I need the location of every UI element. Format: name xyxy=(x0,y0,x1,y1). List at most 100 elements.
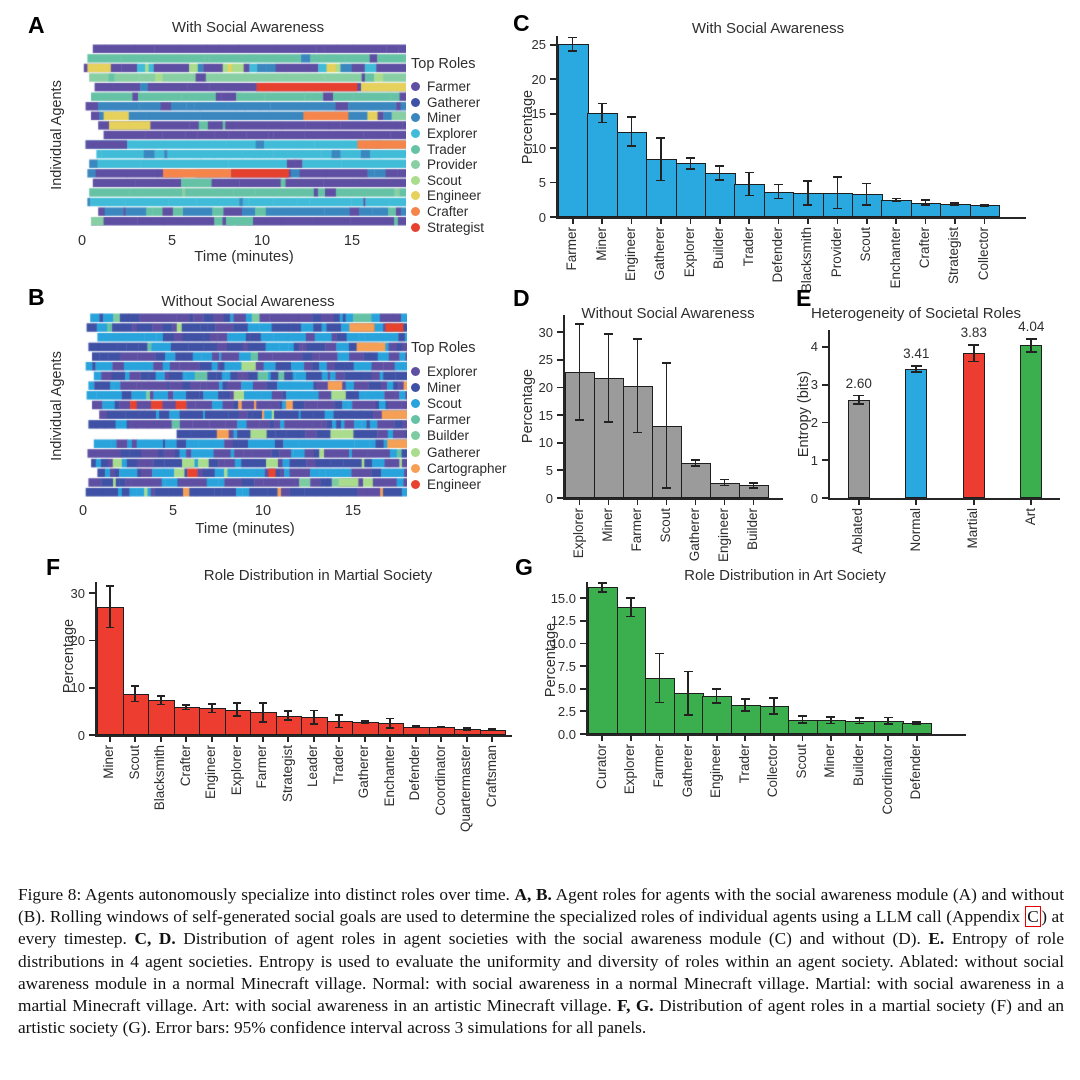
error-bar xyxy=(601,582,604,593)
x-tick xyxy=(571,219,574,224)
error-cap-bottom xyxy=(712,702,722,705)
x-tick xyxy=(236,737,239,742)
category-label: Leader xyxy=(305,745,321,788)
error-cap-bottom xyxy=(568,50,578,52)
legend-item-label: Gatherer xyxy=(427,94,481,110)
y-tick-label: 30 xyxy=(70,585,85,601)
x-tick xyxy=(807,219,809,224)
error-bar xyxy=(578,323,581,421)
y-axis xyxy=(556,36,558,219)
legend-swatch-icon xyxy=(411,129,420,139)
legend-item-label: Engineer xyxy=(427,188,482,204)
category-label: Provider xyxy=(828,227,844,278)
error-bar xyxy=(607,333,610,423)
y-tick-label: 5 xyxy=(538,175,546,191)
y-tick-label: 25 xyxy=(531,37,546,53)
x-tick xyxy=(630,736,632,741)
error-cap-top xyxy=(131,685,140,688)
legend-item-label: Engineer xyxy=(427,476,482,492)
error-bar xyxy=(801,715,804,725)
bar-curator xyxy=(588,587,618,734)
legend-item-label: Cartographer xyxy=(427,460,507,476)
panel-label-a: A xyxy=(28,12,45,38)
category-label: Defender xyxy=(407,745,423,801)
error-bar xyxy=(660,137,662,182)
chart-title: Without Social Awareness xyxy=(581,305,755,322)
error-cap-bottom xyxy=(626,615,636,618)
x-tick xyxy=(465,737,468,742)
legend-swatch-icon xyxy=(411,175,420,185)
error-cap-top xyxy=(968,344,980,347)
error-cap-top xyxy=(654,652,664,655)
error-bar xyxy=(887,716,889,725)
y-tick xyxy=(550,147,556,150)
error-cap-top xyxy=(156,694,165,697)
x-tick xyxy=(578,500,581,505)
y-tick-label: 20 xyxy=(538,379,553,395)
panel-label-b: B xyxy=(28,284,45,310)
legend-swatch-icon xyxy=(411,382,420,392)
caption-text: Distribution of agent roles in agent soc… xyxy=(175,929,929,949)
error-cap-top xyxy=(769,697,779,700)
legend-item-label: Trader xyxy=(427,141,467,157)
legend-item: Provider xyxy=(411,157,484,173)
error-bar xyxy=(895,197,897,202)
legend-item-label: Explorer xyxy=(427,363,478,379)
legend-item-label: Miner xyxy=(427,379,461,395)
category-label: Gatherer xyxy=(652,227,668,281)
x-tick xyxy=(777,219,780,224)
caption-bold-text: F, G. xyxy=(617,996,654,1016)
error-cap-bottom xyxy=(921,204,930,206)
category-label: Gatherer xyxy=(679,744,695,798)
x-tick xyxy=(836,219,839,224)
error-cap-top xyxy=(691,459,700,461)
x-tick xyxy=(858,736,861,741)
error-cap-top xyxy=(182,703,191,706)
caption-bold-text: E. xyxy=(928,929,945,949)
error-cap-bottom xyxy=(597,121,607,124)
error-bar xyxy=(1030,337,1033,354)
x-tick xyxy=(601,736,604,741)
error-bar xyxy=(972,344,975,363)
legend-item: Strategist xyxy=(411,219,484,235)
error-cap-top xyxy=(803,180,813,182)
x-tick xyxy=(159,737,162,742)
category-label: Coordinator xyxy=(432,745,448,816)
error-cap-bottom xyxy=(411,726,420,728)
legend-item-label: Farmer xyxy=(427,412,471,428)
panel-e: E Heterogeneity of Societal Roles Entrop… xyxy=(788,280,1080,556)
category-label: Builder xyxy=(851,744,867,787)
bar-ablated xyxy=(847,399,870,498)
error-cap-top xyxy=(207,702,216,705)
error-bar xyxy=(210,702,213,714)
x-tick xyxy=(895,219,898,224)
error-cap-top xyxy=(411,725,420,727)
category-label: Explorer xyxy=(228,745,244,796)
error-cap-top xyxy=(626,597,636,600)
error-cap-bottom xyxy=(335,726,344,729)
x-axis xyxy=(828,498,1060,500)
y-tick-label: 10 xyxy=(538,435,553,451)
error-bar xyxy=(465,727,468,732)
appendix-c-link[interactable]: C xyxy=(1024,906,1042,928)
legend-swatch-icon xyxy=(411,366,420,376)
error-bar xyxy=(830,716,832,725)
caption-text: Figure 8: Agents autonomously specialize… xyxy=(18,885,515,904)
x-tick xyxy=(287,737,290,742)
error-cap-bottom xyxy=(437,726,446,729)
legend-item: Miner xyxy=(411,379,507,395)
panel-b: B Without Social Awareness Individual Ag… xyxy=(8,280,507,552)
chart-title: Role Distribution in Art Society xyxy=(684,567,886,584)
legend-item-label: Miner xyxy=(427,110,461,126)
error-bar xyxy=(865,182,868,206)
error-cap-bottom xyxy=(284,719,293,721)
legend: Top Roles Explorer Miner Scout Farmer Builde… xyxy=(411,340,507,493)
legend-swatch-icon xyxy=(411,82,420,92)
error-cap-top xyxy=(633,338,642,340)
error-cap-top xyxy=(604,333,613,335)
legend-swatch-icon xyxy=(411,222,420,232)
y-tick-label: 20 xyxy=(531,71,546,87)
y-tick-label: 1 xyxy=(810,452,818,468)
legend-swatch-icon xyxy=(411,144,420,154)
error-cap-top xyxy=(662,361,671,364)
